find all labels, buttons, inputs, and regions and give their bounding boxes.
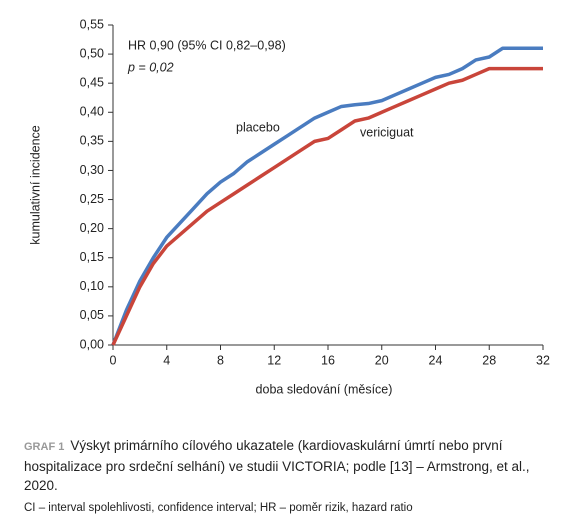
- y-tick-label: 0,25: [80, 192, 104, 206]
- y-tick-label: 0,30: [80, 163, 104, 177]
- series-label: vericiguat: [360, 125, 414, 139]
- caption-text: Výskyt primárního cílového ukazatele (ka…: [24, 438, 530, 493]
- x-tick-label: 32: [536, 353, 550, 367]
- y-tick-label: 0,15: [80, 250, 104, 264]
- x-tick-label: 20: [375, 353, 389, 367]
- y-tick-label: 0,45: [80, 75, 104, 89]
- y-axis-title: kumulativní incidence: [28, 125, 42, 245]
- series-label: placebo: [236, 120, 280, 134]
- y-tick-label: 0,05: [80, 308, 104, 322]
- y-tick-label: 0,10: [80, 279, 104, 293]
- x-axis-title: doba sledování (měsíce): [256, 382, 393, 396]
- annotation: HR 0,90 (95% CI 0,82–0,98): [128, 38, 286, 52]
- chart: HR 0,90 (95% CI 0,82–0,98) p = 0,02 doba…: [28, 17, 550, 396]
- caption: GRAF 1 Výskyt primárního cílového ukazate…: [24, 436, 554, 495]
- x-tick-label: 28: [482, 353, 496, 367]
- x-tick-label: 4: [163, 353, 170, 367]
- y-tick-label: 0,50: [80, 46, 104, 60]
- x-tick-label: 24: [429, 353, 443, 367]
- x-tick-label: 8: [217, 353, 224, 367]
- y-tick-label: 0,40: [80, 105, 104, 119]
- series-line: [111, 46, 543, 346]
- annotation: p = 0,02: [127, 60, 174, 74]
- x-tick-label: 0: [110, 353, 117, 367]
- series-line: [111, 66, 543, 346]
- y-tick-label: 0,20: [80, 221, 104, 235]
- x-tick-label: 16: [321, 353, 335, 367]
- caption-label: GRAF 1: [24, 441, 65, 453]
- y-tick-label: 0,35: [80, 134, 104, 148]
- y-tick-label: 0,00: [80, 337, 104, 351]
- y-tick-label: 0,55: [80, 17, 104, 31]
- caption-note: CI – interval spolehlivosti, confidence …: [24, 502, 413, 514]
- x-tick-label: 12: [267, 353, 281, 367]
